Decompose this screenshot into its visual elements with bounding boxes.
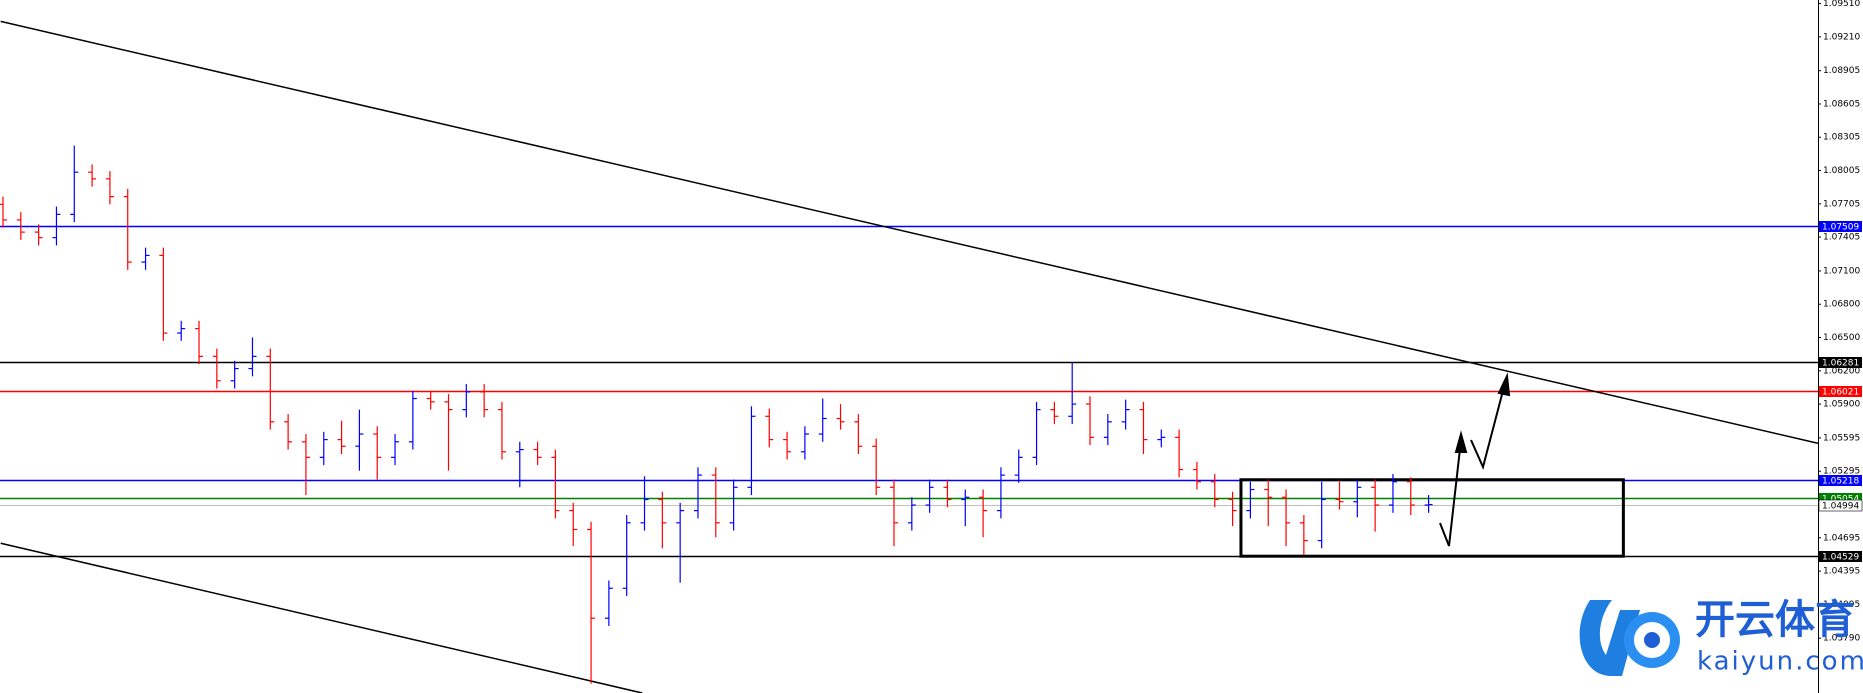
y-tick-label: 1.06200	[1823, 366, 1860, 376]
arrow-path	[1439, 439, 1462, 547]
y-tick-label: 1.05595	[1823, 433, 1860, 443]
y-tick-label: 1.04395	[1823, 567, 1860, 577]
y-tick-label: 1.08005	[1823, 166, 1860, 176]
level-label: 1.05054	[1822, 495, 1859, 505]
y-tick-label: 1.04095	[1823, 600, 1860, 610]
y-tick-label: 1.08305	[1823, 133, 1860, 143]
y-tick-label: 1.06500	[1823, 333, 1860, 343]
trendline	[0, 20, 1819, 445]
plot-area	[0, 20, 1819, 693]
level-label-box	[1818, 499, 1863, 512]
level-label: 1.06281	[1822, 359, 1859, 369]
level-label-box	[1819, 475, 1862, 486]
logo-ball-center	[1644, 632, 1660, 648]
watermark-url: kaiyun.com	[1697, 647, 1863, 677]
logo-k	[1579, 600, 1640, 676]
y-tick-label: 1.03790	[1823, 634, 1860, 644]
y-tick-label: 1.09210	[1823, 32, 1860, 42]
y-tick-label: 1.07705	[1823, 199, 1860, 209]
y-tick-label: 1.06800	[1823, 300, 1860, 310]
arrow-path	[1470, 382, 1506, 471]
range-box	[1239, 478, 1625, 558]
level-label-box	[1819, 551, 1862, 562]
price-axis: 1.09510 1.09210 1.08905 1.08605 1.08305 1.080…	[1818, 0, 1863, 644]
arrow-head	[1454, 430, 1468, 453]
level-label: 1.04529	[1822, 553, 1859, 563]
level-label: 1.07509	[1822, 223, 1859, 233]
watermark-title: 开云体育	[1695, 597, 1855, 643]
level-label-box	[1819, 221, 1862, 232]
level-label-box	[1819, 493, 1862, 504]
y-tick-label: 1.08905	[1823, 66, 1860, 76]
arrow-head	[1497, 372, 1511, 397]
y-tick-label: 1.09510	[1823, 0, 1860, 9]
y-tick-label: 1.04695	[1823, 533, 1860, 543]
y-tick-label: 1.05900	[1823, 400, 1860, 410]
y-tick-label: 1.08605	[1823, 99, 1860, 109]
level-label: 1.06021	[1822, 388, 1859, 398]
scenario-arrows	[1439, 372, 1511, 547]
watermark: 开云体育 kaiyun.com	[1579, 597, 1863, 677]
level-label: 1.04994	[1822, 502, 1859, 512]
trendline	[0, 542, 643, 693]
y-tick-label: 1.05295	[1823, 467, 1860, 477]
level-label-box	[1819, 386, 1862, 397]
y-tick-label: 1.07100	[1823, 266, 1860, 276]
level-label-box	[1819, 357, 1862, 368]
level-label: 1.05218	[1822, 477, 1859, 487]
y-tick-label: 1.07405	[1823, 233, 1860, 243]
